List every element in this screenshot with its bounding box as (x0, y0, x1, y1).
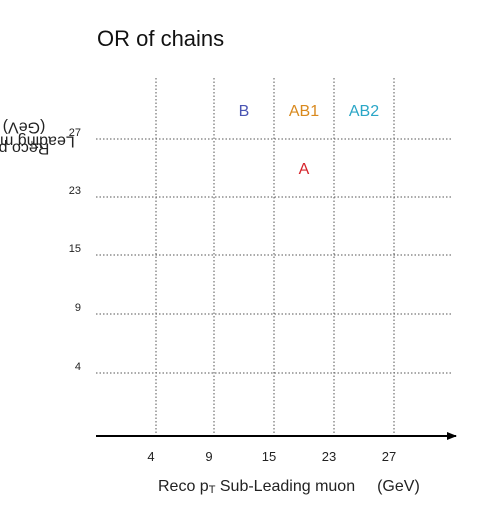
region-label-b: B (239, 103, 250, 120)
y-tick-label: 15 (69, 243, 81, 255)
x-axis-label: Reco pT Sub-Leading muon (GeV) (158, 478, 420, 496)
region-labels: C BC ABC1 ABC2 ABC3 B AB1 AB2 A (179, 0, 444, 178)
region-label-ab1: AB1 (289, 103, 319, 120)
x-tick-label: 27 (382, 449, 396, 464)
region-label-a: A (299, 161, 310, 178)
y-tick-label: 23 (69, 185, 81, 197)
tick-labels: 4 9 15 23 27 4 9 15 23 27 (69, 127, 396, 464)
y-tick-label: 4 (75, 361, 81, 373)
y-tick-label: 9 (75, 302, 81, 314)
x-tick-label: 4 (147, 449, 154, 464)
region-label-abc3: ABC3 (402, 0, 444, 4)
region-label-c: C (179, 0, 191, 4)
region-label-ab2: AB2 (349, 103, 379, 120)
y-tick-label: 27 (69, 127, 81, 139)
x-tick-label: 23 (322, 449, 336, 464)
region-label-bc: BC (233, 0, 255, 4)
x-tick-label: 15 (262, 449, 276, 464)
chart-title: OR of chains (97, 26, 225, 51)
x-tick-label: 9 (205, 449, 212, 464)
grid (96, 78, 452, 433)
region-label-abc2: ABC2 (343, 0, 385, 4)
region-label-abc1: ABC1 (283, 0, 325, 4)
